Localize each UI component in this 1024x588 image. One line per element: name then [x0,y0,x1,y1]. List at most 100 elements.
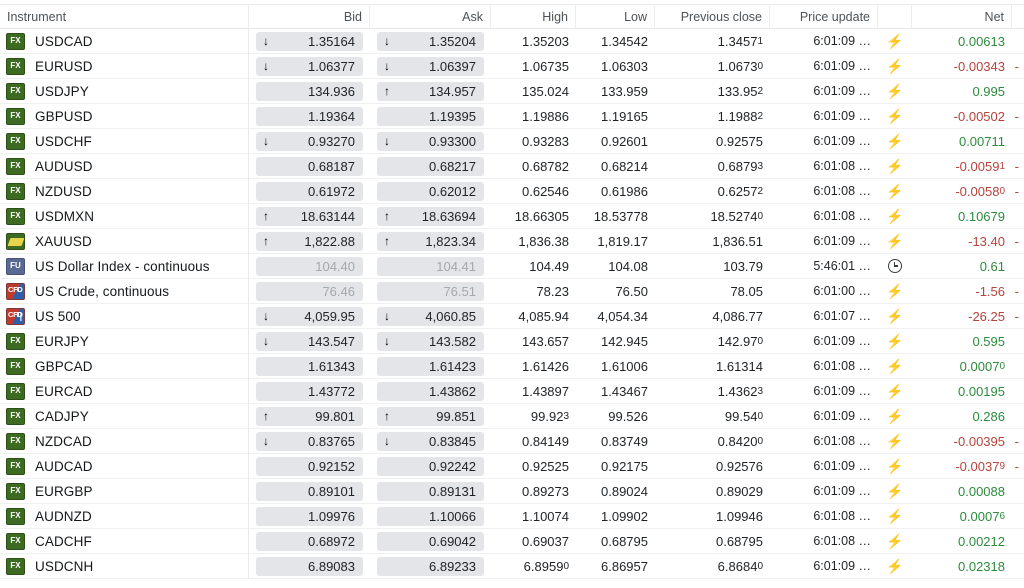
ask-price-pill[interactable]: 0.69042 [377,531,484,551]
ask-cell[interactable]: ↑ 18.63694 [370,204,491,229]
price-status-cell[interactable]: ⚡ [878,479,912,504]
column-header-low[interactable]: Low [576,4,655,29]
bid-cell[interactable]: ↓ 4,059.95 [249,304,370,329]
bid-cell[interactable]: 0.68187 [249,154,370,179]
column-header-instrument[interactable]: Instrument [0,4,249,29]
instrument-cell[interactable]: XAUUSD [0,228,249,254]
table-row[interactable]: EURGBP 0.89101 0.89131 0.89273 0.89024 0.8902… [0,478,1024,504]
instrument-cell[interactable]: AUDCAD [0,453,249,479]
table-row[interactable]: AUDNZD 1.09976 1.10066 1.10074 1.09902 1.0994… [0,503,1024,529]
ask-price-pill[interactable]: 0.92242 [377,456,484,476]
instrument-cell[interactable]: AUDNZD [0,503,249,529]
bid-cell[interactable]: ↑ 18.63144 [249,204,370,229]
column-header-bid[interactable]: Bid [249,4,370,29]
price-status-cell[interactable]: ⚡ [878,204,912,229]
bid-cell[interactable]: 0.92152 [249,454,370,479]
bid-price-pill[interactable]: 134.936 [256,81,363,101]
bid-cell[interactable]: 104.40 [249,254,370,279]
ask-cell[interactable]: 76.51 [370,279,491,304]
bid-price-pill[interactable]: ↑ 18.63144 [256,206,363,226]
table-row[interactable]: CADJPY ↑ 99.801 ↑ 99.851 99.923 99.526 99.540 6:… [0,403,1024,429]
ask-price-pill[interactable]: 1.19395 [377,106,484,126]
price-status-cell[interactable]: ⚡ [878,29,912,54]
instrument-cell[interactable]: NZDUSD [0,178,249,204]
bid-price-pill[interactable]: ↑ 99.801 [256,406,363,426]
instrument-cell[interactable]: CADJPY [0,403,249,429]
ask-cell[interactable]: 0.92242 [370,454,491,479]
instrument-cell[interactable]: US Dollar Index - continuous [0,253,249,279]
instrument-cell[interactable]: USDMXN [0,203,249,229]
ask-price-pill[interactable]: 104.41 [377,256,484,276]
table-row[interactable]: NZDCAD ↓ 0.83765 ↓ 0.83845 0.84149 0.83749 0.84… [0,428,1024,454]
ask-cell[interactable]: ↓ 0.83845 [370,429,491,454]
bid-price-pill[interactable]: 1.09976 [256,506,363,526]
column-header-high[interactable]: High [491,4,576,29]
bid-price-pill[interactable]: ↓ 0.93270 [256,131,363,151]
bid-cell[interactable]: ↓ 143.547 [249,329,370,354]
ask-price-pill[interactable]: 1.61423 [377,356,484,376]
ask-price-pill[interactable]: 6.89233 [377,556,484,576]
price-status-cell[interactable]: ⚡ [878,179,912,204]
bid-price-pill[interactable]: 0.68972 [256,531,363,551]
price-status-cell[interactable]: ⚡ [878,354,912,379]
bid-price-pill[interactable]: ↓ 4,059.95 [256,306,363,326]
ask-cell[interactable]: ↓ 1.06397 [370,54,491,79]
column-header-price_update[interactable]: Price update [770,4,878,29]
bid-cell[interactable]: 0.89101 [249,479,370,504]
instrument-cell[interactable]: CADCHF [0,528,249,554]
table-row[interactable]: XAUUSD ↑ 1,822.88 ↑ 1,823.34 1,836.38 1,819.17… [0,228,1024,254]
ask-cell[interactable]: 1.10066 [370,504,491,529]
bid-cell[interactable]: 1.43772 [249,379,370,404]
instrument-cell[interactable]: EURCAD [0,378,249,404]
ask-price-pill[interactable]: ↓ 4,060.85 [377,306,484,326]
ask-cell[interactable]: ↓ 143.582 [370,329,491,354]
ask-price-pill[interactable]: ↓ 1.35204 [377,31,484,51]
table-row[interactable]: NZDUSD 0.61972 0.62012 0.62546 0.61986 0.6257… [0,178,1024,204]
bid-cell[interactable]: ↓ 0.83765 [249,429,370,454]
ask-cell[interactable]: 1.61423 [370,354,491,379]
price-status-cell[interactable]: ⚡ [878,554,912,579]
table-header-row[interactable]: Instrument Bid Ask High Low Previous close Pri… [0,4,1024,29]
table-row[interactable]: AUDCAD 0.92152 0.92242 0.92525 0.92175 0.9257… [0,453,1024,479]
bid-cell[interactable]: ↓ 0.93270 [249,129,370,154]
instrument-cell[interactable]: EURJPY [0,328,249,354]
instrument-cell[interactable]: EURUSD [0,53,249,79]
bid-cell[interactable]: ↑ 1,822.88 [249,229,370,254]
bid-price-pill[interactable]: ↓ 1.06377 [256,56,363,76]
ask-cell[interactable]: 1.43862 [370,379,491,404]
ask-cell[interactable]: 104.41 [370,254,491,279]
price-status-cell[interactable]: ⚡ [878,154,912,179]
column-header-prev_close[interactable]: Previous close [655,4,770,29]
table-row[interactable]: USDMXN ↑ 18.63144 ↑ 18.63694 18.66305 18.53778… [0,203,1024,229]
ask-cell[interactable]: ↓ 1.35204 [370,29,491,54]
instrument-cell[interactable]: CFD D I US 500 [0,303,249,329]
price-status-cell[interactable]: ⚡ [878,229,912,254]
column-header-net_pct[interactable] [1012,5,1024,29]
ask-price-pill[interactable]: ↓ 0.93300 [377,131,484,151]
price-status-cell[interactable]: ⚡ [878,304,912,329]
ask-cell[interactable]: ↑ 99.851 [370,404,491,429]
bid-cell[interactable]: 134.936 [249,79,370,104]
price-status-cell[interactable] [878,254,912,279]
instrument-cell[interactable]: USDCAD [0,28,249,54]
ask-cell[interactable]: ↓ 4,060.85 [370,304,491,329]
instrument-cell[interactable]: EURGBP [0,478,249,504]
bid-price-pill[interactable]: 1.43772 [256,381,363,401]
bid-price-pill[interactable]: ↓ 1.35164 [256,31,363,51]
table-row[interactable]: EURJPY ↓ 143.547 ↓ 143.582 143.657 142.945 142.… [0,328,1024,354]
bid-price-pill[interactable]: 104.40 [256,256,363,276]
bid-price-pill[interactable]: ↓ 143.547 [256,331,363,351]
ask-cell[interactable]: 6.89233 [370,554,491,579]
table-row[interactable]: CFD D I US 500 ↓ 4,059.95 ↓ 4,060.85 4,085.94 4,0… [0,303,1024,329]
bid-price-pill[interactable]: 0.92152 [256,456,363,476]
instrument-cell[interactable]: USDCNH [0,553,249,579]
ask-price-pill[interactable]: 0.68217 [377,156,484,176]
bid-cell[interactable]: 0.68972 [249,529,370,554]
price-status-cell[interactable]: ⚡ [878,104,912,129]
ask-cell[interactable]: 0.62012 [370,179,491,204]
bid-cell[interactable]: 1.61343 [249,354,370,379]
table-row[interactable]: USDJPY 134.936 ↑ 134.957 135.024 133.959 133.9… [0,78,1024,104]
price-status-cell[interactable]: ⚡ [878,404,912,429]
bid-cell[interactable]: ↑ 99.801 [249,404,370,429]
bid-cell[interactable]: 0.61972 [249,179,370,204]
